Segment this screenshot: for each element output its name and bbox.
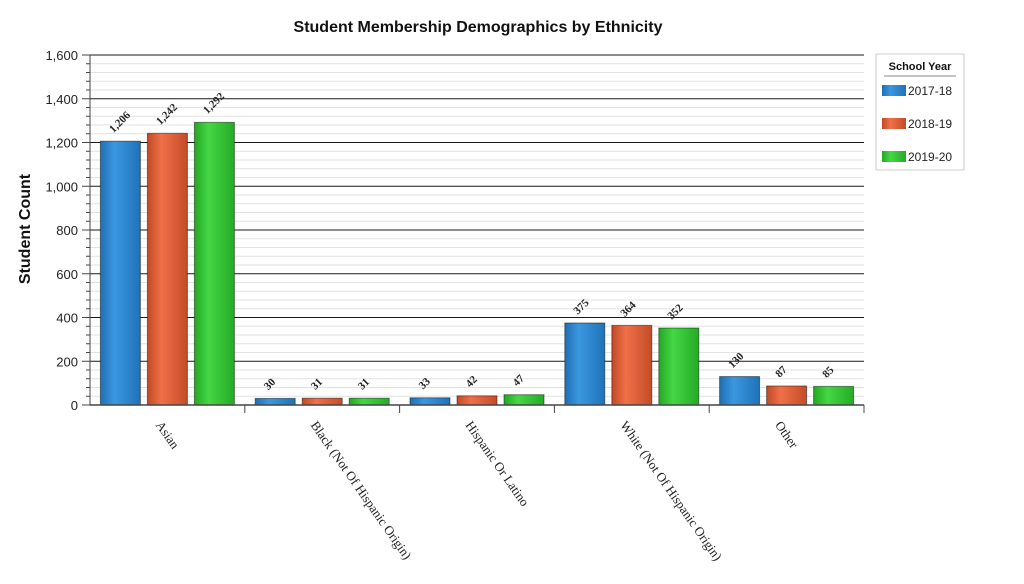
bar-2017-18-1 bbox=[254, 397, 296, 406]
bar-2017-18-2 bbox=[409, 397, 451, 406]
x-tick-label: White (Not Of Hispanic Origin) bbox=[617, 418, 725, 563]
bar-2018-19-1 bbox=[301, 397, 343, 406]
legend-swatch-2018-19 bbox=[882, 118, 906, 129]
data-label: 33 bbox=[417, 375, 434, 392]
data-label: 1,292 bbox=[201, 90, 227, 116]
bar-2017-18-0 bbox=[99, 140, 141, 406]
data-label: 1,206 bbox=[107, 109, 133, 135]
y-tick-label: 0 bbox=[71, 398, 78, 413]
data-label: 352 bbox=[665, 302, 686, 323]
data-label: 47 bbox=[511, 372, 528, 389]
legend-label-2019-20: 2019-20 bbox=[908, 150, 952, 164]
y-axis-label: Student Count bbox=[17, 173, 34, 284]
bar-2018-19-0 bbox=[146, 132, 188, 406]
legend-swatch-2017-18 bbox=[882, 85, 906, 96]
y-tick-label: 200 bbox=[56, 354, 78, 369]
y-tick-label: 800 bbox=[56, 223, 78, 238]
data-label: 85 bbox=[820, 364, 837, 381]
bar-2019-20-0 bbox=[193, 121, 235, 406]
legend-title: School Year bbox=[889, 61, 952, 73]
x-tick-label: Other bbox=[772, 418, 802, 451]
data-label: 130 bbox=[726, 350, 747, 371]
bar-2017-18-3 bbox=[564, 322, 606, 406]
legend-swatch-2019-20 bbox=[882, 151, 906, 162]
bar-2019-20-1 bbox=[348, 397, 390, 406]
bar-2018-19-2 bbox=[456, 395, 498, 406]
legend: School Year 2017-18 2018-19 2019-20 bbox=[875, 53, 965, 171]
x-tick-label: Black (Not Of Hispanic Origin) bbox=[308, 418, 415, 562]
y-tick-label: 600 bbox=[56, 267, 78, 282]
y-tick-label: 1,600 bbox=[45, 48, 78, 63]
data-label: 1,242 bbox=[154, 101, 180, 127]
bar-2018-19-3 bbox=[611, 324, 653, 406]
bar-2017-18-4 bbox=[719, 376, 761, 406]
legend-label-2017-18: 2017-18 bbox=[908, 84, 952, 98]
legend-box bbox=[875, 53, 965, 171]
chart-title: Student Membership Demographics by Ethni… bbox=[294, 19, 663, 36]
x-tick-label: Hispanic Or Latino bbox=[463, 418, 533, 509]
y-tick-label: 400 bbox=[56, 311, 78, 326]
y-tick-label: 1,400 bbox=[45, 92, 78, 107]
bar-2018-19-4 bbox=[766, 385, 808, 406]
data-label: 364 bbox=[618, 299, 639, 320]
y-tick-label: 1,200 bbox=[45, 136, 78, 151]
bar-2019-20-2 bbox=[503, 394, 545, 406]
bar-2019-20-4 bbox=[813, 385, 855, 406]
y-tick-label: 1,000 bbox=[45, 179, 78, 194]
data-label: 87 bbox=[773, 363, 790, 380]
x-tick-label: Asian bbox=[153, 418, 183, 452]
bar-2019-20-3 bbox=[658, 327, 700, 406]
legend-label-2018-19: 2018-19 bbox=[908, 117, 952, 131]
